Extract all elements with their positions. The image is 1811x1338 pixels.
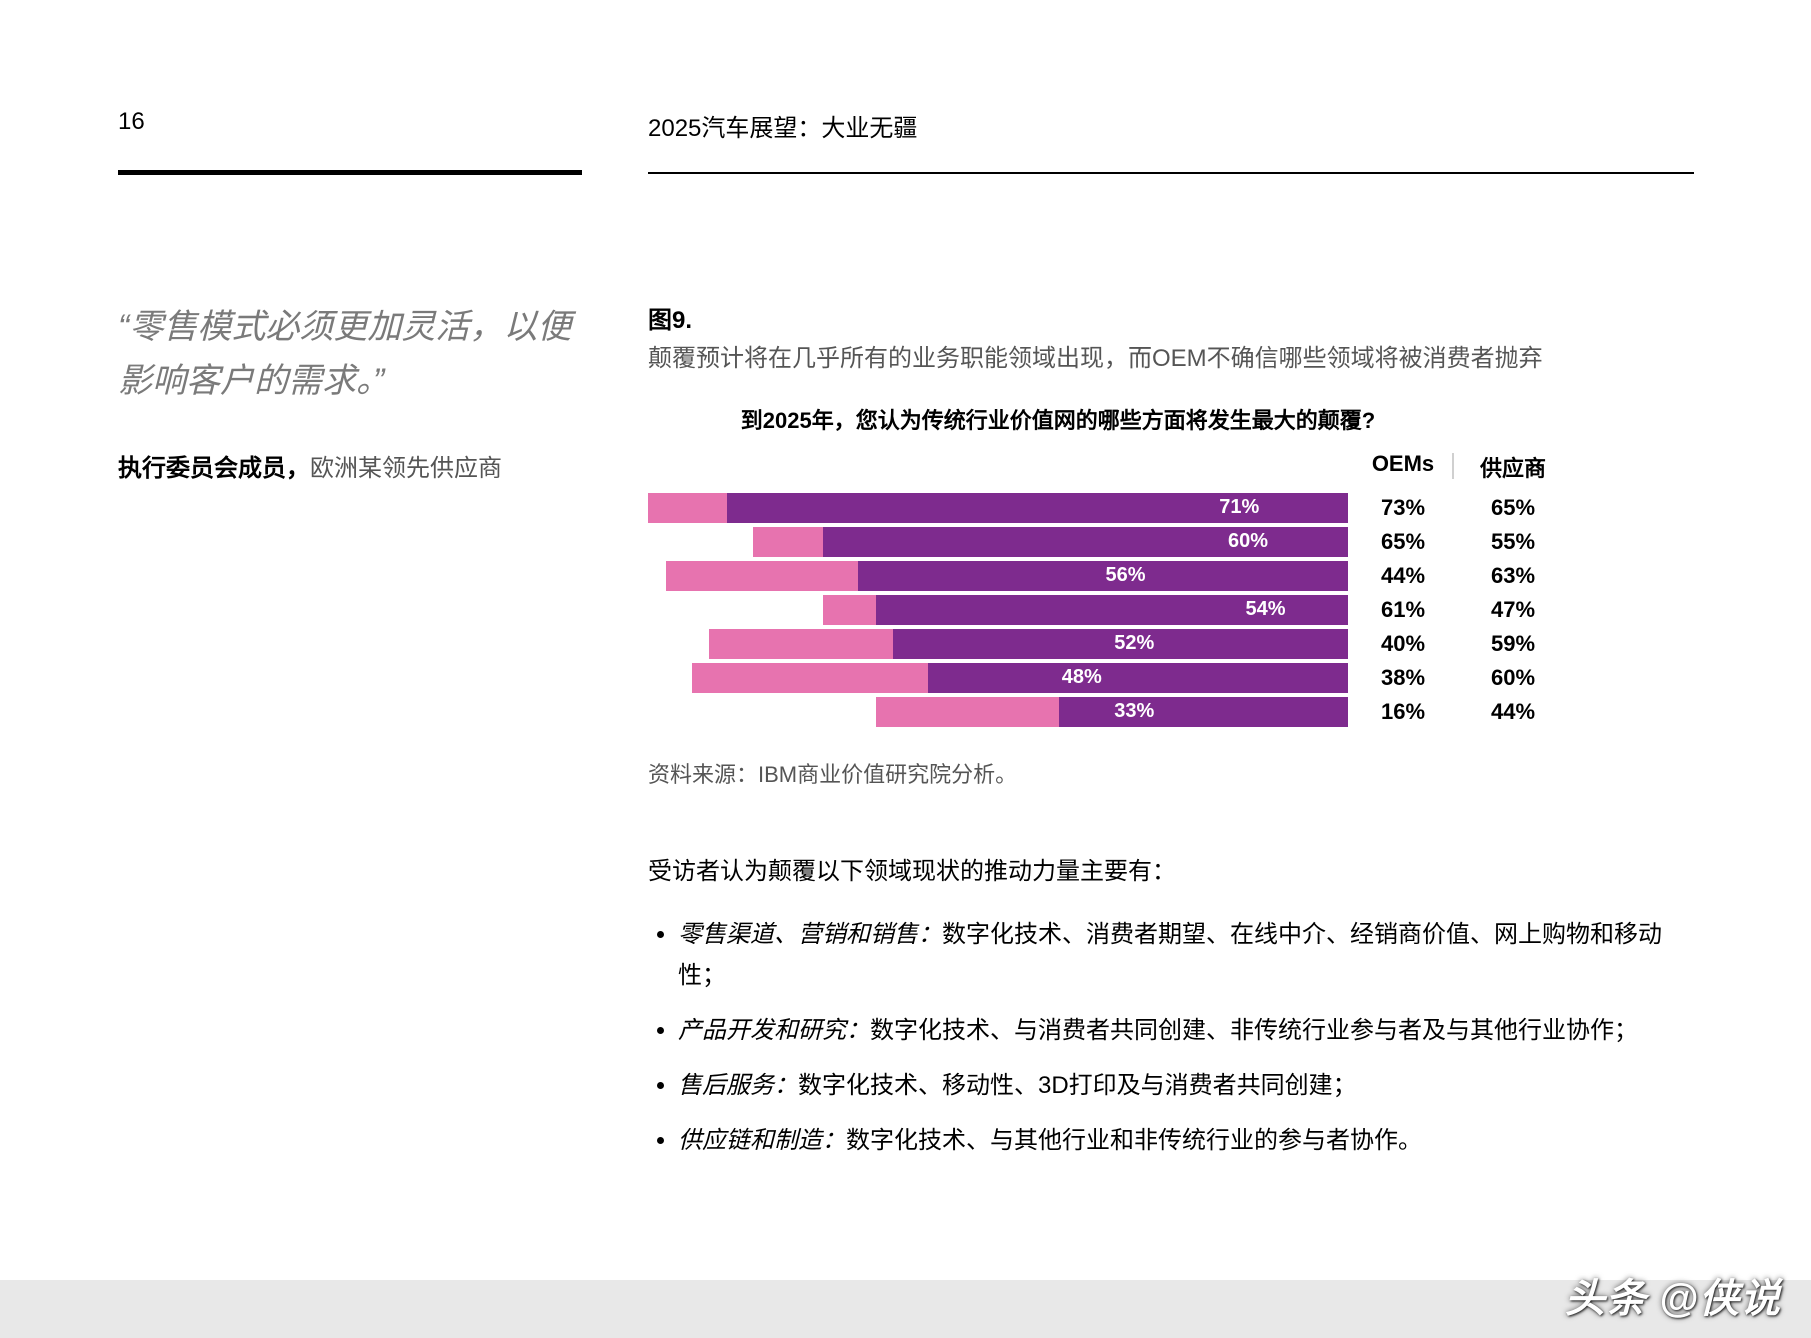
oem-value: 44% <box>1348 563 1458 589</box>
chart-row: 33% 16%44% <box>648 695 1694 729</box>
attribution-org: 欧洲某领先供应商 <box>310 455 502 482</box>
sidebar-quote-block: “零售模式必须更加灵活，以便影响客户的需求。” 执行委员会成员，欧洲某领先供应商 <box>118 300 598 487</box>
chart-row: 71% 73%65% <box>648 491 1694 525</box>
bar-value-label: 54% <box>1245 598 1285 621</box>
figure-label: 图9. <box>648 300 1694 335</box>
document-page: 16 2025汽车展望：大业无疆 “零售模式必须更加灵活，以便影响客户的需求。”… <box>0 0 1811 1280</box>
pull-quote: “零售模式必须更加灵活，以便影响客户的需求。” <box>118 300 598 409</box>
list-item-body: 数字化技术、与消费者共同创建、非传统行业参与者及与其他行业协作； <box>870 1017 1638 1044</box>
drivers-intro: 受访者认为颠覆以下领域现状的推动力量主要有： <box>648 853 1694 891</box>
chart-header-spacer <box>648 451 1348 483</box>
supplier-value: 47% <box>1458 597 1568 623</box>
supplier-value: 65% <box>1458 495 1568 521</box>
figure-title: 颠覆预计将在几乎所有的业务职能领域出现，而OEM不确信哪些领域将被消费者抛弃 <box>648 341 1694 377</box>
bar-segment-purple <box>928 663 1348 693</box>
list-item-body: 数字化技术、移动性、3D打印及与消费者共同创建； <box>798 1072 1357 1099</box>
chart-row: 56% 44%63% <box>648 559 1694 593</box>
bar-value-label: 33% <box>1114 700 1154 723</box>
quote-attribution: 执行委员会成员，欧洲某领先供应商 <box>118 451 598 487</box>
chart-row: 52% 40%59% <box>648 627 1694 661</box>
chart-row: 60% 65%55% <box>648 525 1694 559</box>
bar-cell: 54% <box>648 595 1348 625</box>
column-header-supplier-label: 供应商 <box>1480 456 1546 481</box>
supplier-value: 44% <box>1458 699 1568 725</box>
bar-segment-purple <box>1059 697 1348 727</box>
bar-cell: 56% <box>648 561 1348 591</box>
watermark: 头条 @侠说 <box>1565 1266 1781 1324</box>
header-rule-left <box>118 170 582 175</box>
supplier-value: 59% <box>1458 631 1568 657</box>
drivers-list-item: 零售渠道、营销和销售：数字化技术、消费者期望、在线中介、经销商价值、网上购物和移… <box>678 915 1694 997</box>
bar-value-label: 60% <box>1228 530 1268 553</box>
supplier-value: 60% <box>1458 665 1568 691</box>
page-header: 16 2025汽车展望：大业无疆 <box>118 108 1693 143</box>
drivers-list-item: 供应链和制造：数字化技术、与其他行业和非传统行业的参与者协作。 <box>678 1121 1694 1162</box>
oem-value: 65% <box>1348 529 1458 555</box>
oem-value: 61% <box>1348 597 1458 623</box>
list-item-head: 零售渠道、营销和销售： <box>678 921 942 948</box>
drivers-list-item: 产品开发和研究：数字化技术、与消费者共同创建、非传统行业参与者及与其他行业协作； <box>678 1011 1694 1052</box>
chart-row: 48% 38%60% <box>648 661 1694 695</box>
list-item-head: 产品开发和研究： <box>678 1017 870 1044</box>
bar-segment-purple <box>858 561 1348 591</box>
list-item-head: 售后服务： <box>678 1072 798 1099</box>
column-header-supplier: 供应商 <box>1458 451 1568 483</box>
drivers-list: 零售渠道、营销和销售：数字化技术、消费者期望、在线中介、经销商价值、网上购物和移… <box>648 915 1694 1161</box>
bar-value-label: 48% <box>1062 666 1102 689</box>
attribution-role: 执行委员会成员， <box>118 455 310 482</box>
bar-value-label: 71% <box>1219 496 1259 519</box>
bar-value-label: 52% <box>1114 632 1154 655</box>
bar-cell: 60% <box>648 527 1348 557</box>
oem-value: 40% <box>1348 631 1458 657</box>
chart-header-row: OEMs 供应商 <box>648 451 1694 483</box>
figure-source: 资料来源：IBM商业价值研究院分析。 <box>648 757 1694 789</box>
oem-value: 16% <box>1348 699 1458 725</box>
chart-question: 到2025年，您认为传统行业价值网的哪些方面将发生最大的颠覆? <box>648 403 1468 435</box>
chart-body: 71%73%65%60%65%55%56%44%63%54%61%47%52%4… <box>648 491 1694 729</box>
header-rule-right <box>648 172 1694 174</box>
header-divider <box>1452 453 1454 479</box>
supplier-value: 55% <box>1458 529 1568 555</box>
chart-row: 54% 61%47% <box>648 593 1694 627</box>
bar-cell: 48% <box>648 663 1348 693</box>
supplier-value: 63% <box>1458 563 1568 589</box>
list-item-body: 数字化技术、与其他行业和非传统行业的参与者协作。 <box>846 1127 1422 1154</box>
bar-cell: 52% <box>648 629 1348 659</box>
document-title: 2025汽车展望：大业无疆 <box>648 108 917 143</box>
bar-cell: 33% <box>648 697 1348 727</box>
main-content: 图9. 颠覆预计将在几乎所有的业务职能领域出现，而OEM不确信哪些领域将被消费者… <box>648 300 1694 1175</box>
bar-value-label: 56% <box>1105 564 1145 587</box>
oem-value: 38% <box>1348 665 1458 691</box>
list-item-head: 供应链和制造： <box>678 1127 846 1154</box>
column-header-oems: OEMs <box>1348 451 1458 483</box>
bar-segment-purple <box>823 527 1348 557</box>
oem-value: 73% <box>1348 495 1458 521</box>
page-number: 16 <box>118 108 648 143</box>
drivers-list-item: 售后服务：数字化技术、移动性、3D打印及与消费者共同创建； <box>678 1066 1694 1107</box>
bar-cell: 71% <box>648 493 1348 523</box>
